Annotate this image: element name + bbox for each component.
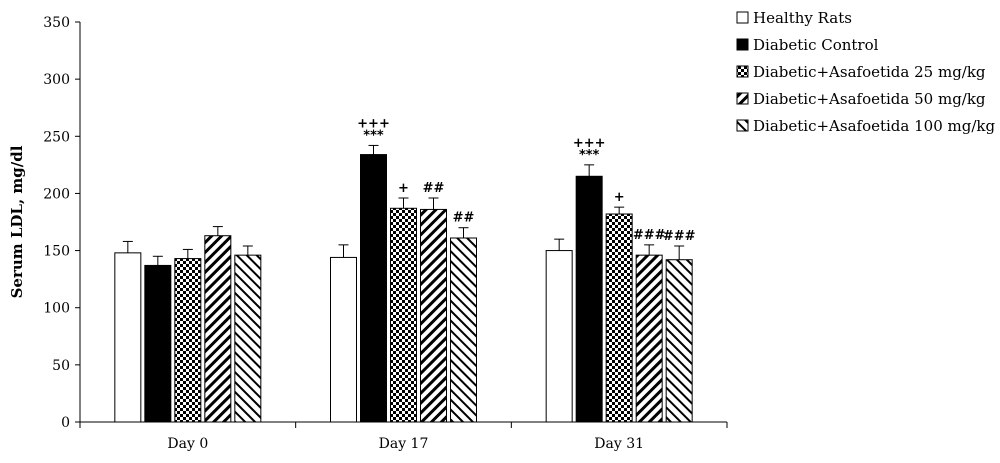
bar [450,237,477,423]
y-tick-label: 50 [52,358,70,374]
legend-swatch [736,11,749,24]
significance-label: ## [423,181,445,196]
bar [635,254,663,423]
bar [420,208,447,423]
y-axis-title: Serum LDL, mg/dl [8,145,26,298]
y-tick-label: 100 [43,301,70,317]
significance-label: ### [633,228,666,243]
legend-label: Diabetic Control [753,36,879,54]
significance-label: + [614,190,625,205]
bar [575,175,603,423]
bar [204,235,232,423]
bar [330,256,357,423]
x-category-label: Day 31 [594,436,644,452]
y-tick-label: 350 [43,15,70,31]
bar [360,154,387,423]
bar [114,252,142,423]
bar [174,258,202,423]
y-tick-label: 300 [43,72,70,88]
significance-label: *** [579,148,600,163]
significance-label: +++ [573,136,606,151]
legend-label: Healthy Rats [753,9,852,27]
y-tick-label: 250 [43,129,70,145]
legend: Healthy Rats Diabetic Control Diabetic+Asa… [736,9,995,135]
bar [234,254,262,423]
legend-swatch [736,119,749,132]
bars: ***++++ ####***++++###### [114,116,696,423]
legend-swatch [736,38,749,51]
axes: 0 50 100 150 200 250 300 350 Day 0 Day 17 Day 31 Se… [8,15,728,452]
legend-swatch [736,65,749,78]
significance-label: *** [363,128,384,143]
bar [665,259,693,423]
bar [390,207,417,423]
y-tick-label: 0 [61,415,70,431]
legend-label: Diabetic+Asafoetida 100 mg/kg [753,117,995,135]
significance-label: + [398,181,409,196]
significance-label: ## [453,211,475,226]
legend-label: Diabetic+Asafoetida 25 mg/kg [753,63,986,81]
bar [605,213,633,423]
bar [545,250,573,423]
x-category-label: Day 0 [167,436,208,452]
y-tick-label: 200 [43,186,70,202]
y-tick-label: 150 [43,244,70,260]
bar [144,264,172,423]
legend-swatch [736,92,749,105]
significance-label: +++ [357,116,390,131]
x-category-label: Day 17 [379,436,429,452]
legend-label: Diabetic+Asafoetida 50 mg/kg [753,90,986,108]
significance-label: ### [663,229,696,244]
